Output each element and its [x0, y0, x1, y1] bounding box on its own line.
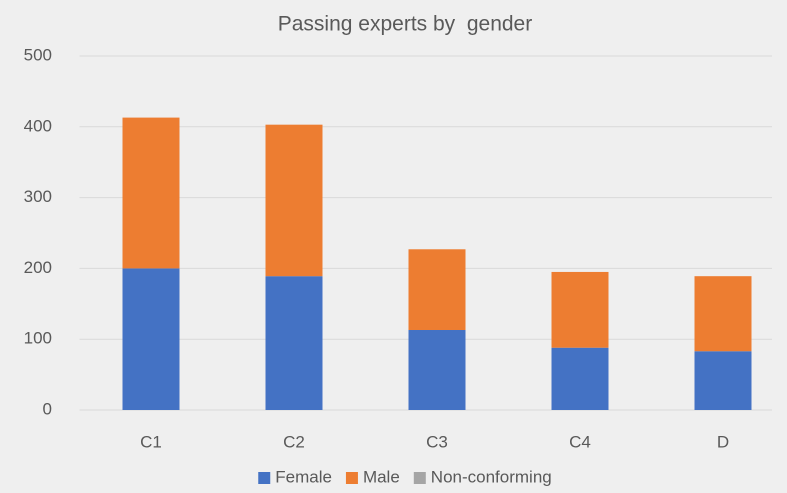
bar-segment: [694, 276, 752, 352]
bar-segment: [265, 276, 323, 410]
y-tick-label: 300: [24, 187, 52, 206]
x-tick-label: C2: [283, 432, 305, 451]
bar-segment: [694, 351, 752, 410]
y-tick-label: 400: [24, 116, 52, 135]
legend-swatch: [413, 472, 426, 484]
x-tick-label: C4: [569, 432, 591, 451]
bar-segment: [408, 249, 466, 330]
x-tick-label: C1: [140, 432, 162, 451]
x-tick-label: C3: [426, 432, 448, 451]
bar-segment: [408, 329, 466, 410]
bar-segment: [551, 271, 609, 348]
y-tick-label: 100: [24, 329, 52, 348]
bar-segment: [122, 117, 180, 269]
legend-label: Non-conforming: [431, 467, 552, 486]
bar-segment: [122, 268, 180, 410]
legend-swatch: [345, 472, 358, 484]
chart-title: Passing experts by gender: [278, 13, 532, 36]
y-tick-label: 0: [43, 399, 52, 418]
bar-segment: [265, 124, 323, 277]
y-tick-label: 500: [24, 45, 52, 64]
legend-label: Female: [275, 467, 332, 486]
legend-swatch: [258, 472, 271, 484]
x-tick-label: D: [717, 432, 729, 451]
legend-label: Male: [363, 467, 400, 486]
bar-segment: [551, 347, 609, 410]
y-tick-label: 200: [24, 258, 52, 277]
